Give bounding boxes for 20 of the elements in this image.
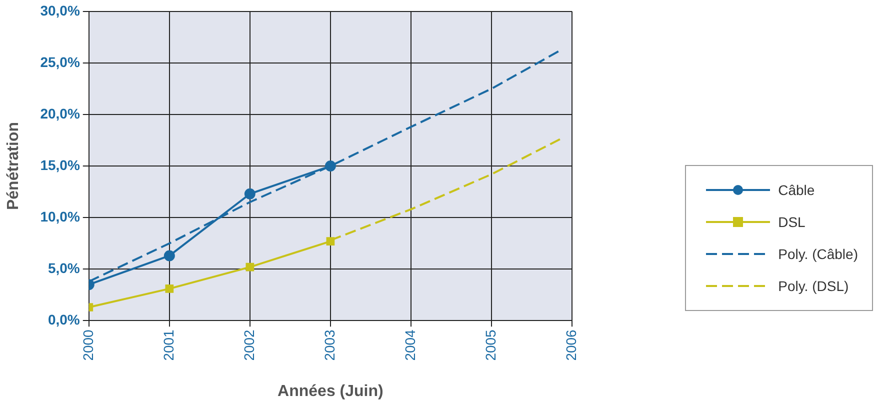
x-tick-label: 2004 (402, 329, 418, 361)
x-tick-label: 2005 (482, 329, 498, 361)
x-tick-label: 2001 (160, 329, 176, 361)
x-tick-label: 2002 (240, 329, 257, 361)
y-tick-label: 15,0% (40, 156, 80, 173)
x-axis-title: Années (Juin) (278, 382, 384, 400)
legend-label: Poly. (Câble) (778, 246, 858, 262)
y-tick-label: 10,0% (40, 208, 80, 224)
legend-label: Câble (778, 182, 815, 198)
x-tick-label: 2006 (562, 329, 579, 361)
y-tick-label: 0,0% (48, 312, 80, 328)
y-axis-title: Pénétration (5, 122, 22, 210)
legend-label: Poly. (DSL) (778, 278, 849, 294)
y-tick-label: 5,0% (48, 260, 80, 276)
x-tick-label: 2000 (80, 329, 96, 361)
y-tick-label: 20,0% (40, 105, 80, 122)
legend-label: DSL (778, 214, 806, 230)
x-tick-label: 2003 (321, 329, 338, 361)
y-tick-label: 30,0% (40, 2, 80, 18)
y-tick-label: 25,0% (40, 54, 80, 70)
